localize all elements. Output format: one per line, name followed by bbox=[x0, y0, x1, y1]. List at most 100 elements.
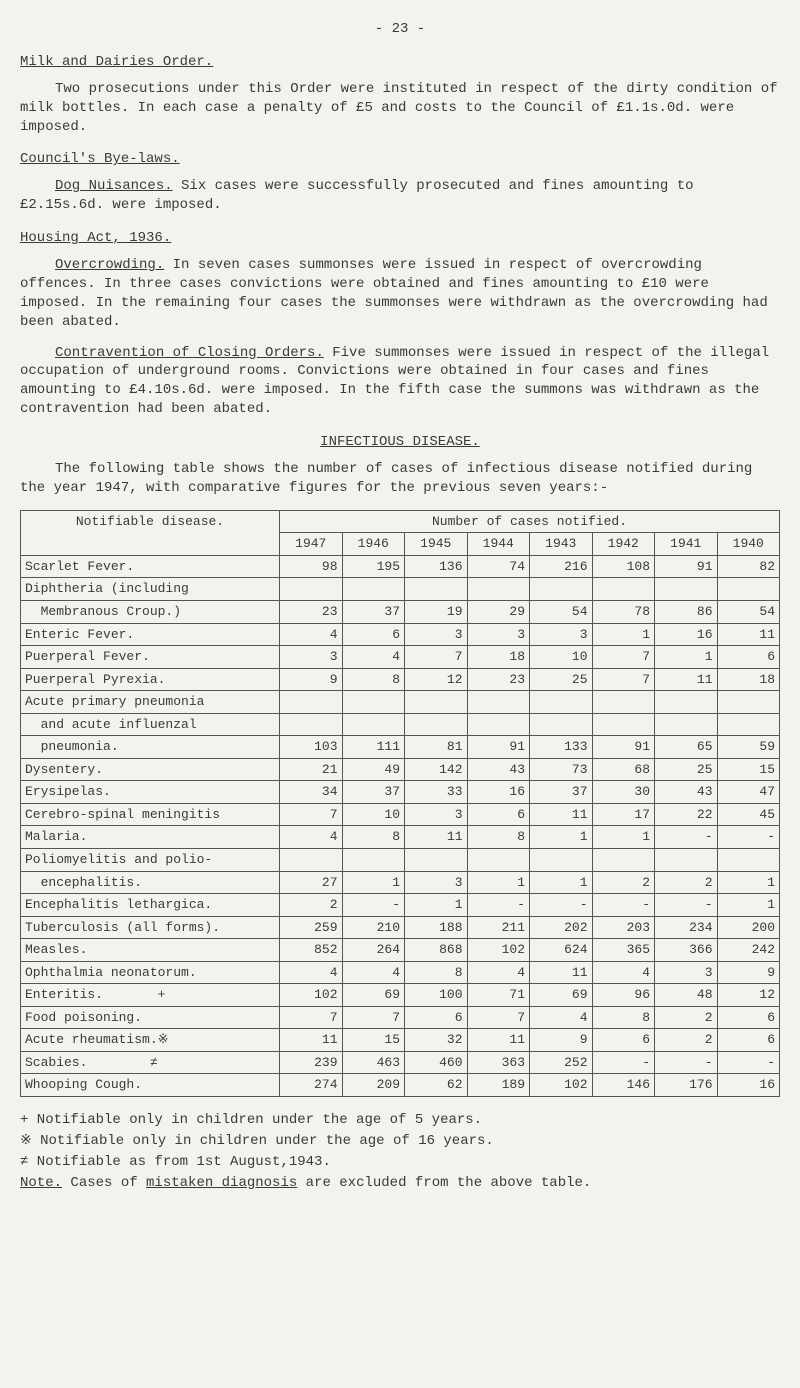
cell-value: 69 bbox=[342, 984, 405, 1007]
cell-value: 4 bbox=[342, 961, 405, 984]
cell-value: - bbox=[592, 1051, 655, 1074]
cell-value: 1 bbox=[717, 871, 780, 894]
cell-value: 59 bbox=[717, 736, 780, 759]
heading-housing-act: Housing Act, 1936. bbox=[20, 229, 780, 248]
cell-value: - bbox=[342, 894, 405, 917]
cell-value: 25 bbox=[655, 758, 718, 781]
table-row: and acute influenzal bbox=[21, 713, 780, 736]
cell-value: 102 bbox=[467, 939, 530, 962]
cell-value: 6 bbox=[592, 1029, 655, 1052]
col-header-span: Number of cases notified. bbox=[280, 510, 780, 533]
para-overcrowding: Overcrowding. In seven cases summonses w… bbox=[20, 256, 780, 332]
disease-table: Notifiable disease. Number of cases noti… bbox=[20, 510, 780, 1097]
runin-contravention: Contravention of Closing Orders. bbox=[55, 345, 324, 361]
cell-value bbox=[717, 691, 780, 714]
cell-value: 142 bbox=[405, 758, 468, 781]
table-row: Puerperal Pyrexia.9812232571118 bbox=[21, 668, 780, 691]
note-text: Cases of bbox=[62, 1175, 146, 1191]
row-label: Encephalitis lethargica. bbox=[21, 894, 280, 917]
cell-value: 43 bbox=[467, 758, 530, 781]
cell-value: 91 bbox=[467, 736, 530, 759]
cell-value: 29 bbox=[467, 601, 530, 624]
year-header: 1947 bbox=[280, 533, 343, 556]
table-row: Scarlet Fever.98195136742161089182 bbox=[21, 555, 780, 578]
cell-value: 1 bbox=[592, 826, 655, 849]
cell-value: 11 bbox=[280, 1029, 343, 1052]
note-underline: mistaken diagnosis bbox=[146, 1175, 297, 1191]
cell-value: 45 bbox=[717, 803, 780, 826]
cell-value: 189 bbox=[467, 1074, 530, 1097]
cell-value: 1 bbox=[467, 871, 530, 894]
cell-value: 12 bbox=[717, 984, 780, 1007]
footnote-2: ※ Notifiable only in children under the … bbox=[20, 1132, 780, 1151]
row-label: Acute primary pneumonia bbox=[21, 691, 280, 714]
cell-value: 18 bbox=[717, 668, 780, 691]
cell-value: 3 bbox=[405, 803, 468, 826]
cell-value bbox=[530, 578, 593, 601]
cell-value: 11 bbox=[530, 803, 593, 826]
table-row: Whooping Cough.2742096218910214617616 bbox=[21, 1074, 780, 1097]
table-row: pneumonia.1031118191133916559 bbox=[21, 736, 780, 759]
row-label: pneumonia. bbox=[21, 736, 280, 759]
row-label: Tuberculosis (all forms). bbox=[21, 916, 280, 939]
table-header-row-1: Notifiable disease. Number of cases noti… bbox=[21, 510, 780, 533]
footnote-1: + Notifiable only in children under the … bbox=[20, 1111, 780, 1130]
cell-value: 6 bbox=[717, 1006, 780, 1029]
cell-value: 43 bbox=[655, 781, 718, 804]
heading-milk-dairies: Milk and Dairies Order. bbox=[20, 53, 780, 72]
cell-value: 4 bbox=[280, 623, 343, 646]
cell-value: 11 bbox=[655, 668, 718, 691]
table-row: Enteritis. +102691007169964812 bbox=[21, 984, 780, 1007]
cell-value bbox=[280, 691, 343, 714]
cell-value: 49 bbox=[342, 758, 405, 781]
cell-value: 8 bbox=[342, 668, 405, 691]
cell-value: 9 bbox=[717, 961, 780, 984]
year-header: 1944 bbox=[467, 533, 530, 556]
cell-value: 21 bbox=[280, 758, 343, 781]
cell-value: - bbox=[592, 894, 655, 917]
cell-value: 1 bbox=[530, 826, 593, 849]
cell-value: 366 bbox=[655, 939, 718, 962]
cell-value: 82 bbox=[717, 555, 780, 578]
cell-value bbox=[280, 578, 343, 601]
cell-value bbox=[342, 849, 405, 872]
cell-value: 91 bbox=[655, 555, 718, 578]
cell-value: 71 bbox=[467, 984, 530, 1007]
cell-value: 7 bbox=[342, 1006, 405, 1029]
table-row: Acute primary pneumonia bbox=[21, 691, 780, 714]
cell-value: 7 bbox=[405, 646, 468, 669]
year-header: 1946 bbox=[342, 533, 405, 556]
cell-value: 27 bbox=[280, 871, 343, 894]
cell-value bbox=[405, 578, 468, 601]
runin-dog-nuisances: Dog Nuisances. bbox=[55, 178, 173, 194]
cell-value: 8 bbox=[467, 826, 530, 849]
cell-value bbox=[530, 713, 593, 736]
row-label: Malaria. bbox=[21, 826, 280, 849]
row-label: Enteritis. + bbox=[21, 984, 280, 1007]
cell-value: 176 bbox=[655, 1074, 718, 1097]
cell-value bbox=[530, 691, 593, 714]
cell-value: 6 bbox=[342, 623, 405, 646]
cell-value: 852 bbox=[280, 939, 343, 962]
cell-value: 1 bbox=[717, 894, 780, 917]
cell-value bbox=[405, 849, 468, 872]
cell-value: 102 bbox=[530, 1074, 593, 1097]
cell-value: 7 bbox=[280, 803, 343, 826]
cell-value: 9 bbox=[280, 668, 343, 691]
cell-value: 69 bbox=[530, 984, 593, 1007]
cell-value: - bbox=[717, 1051, 780, 1074]
cell-value: 11 bbox=[467, 1029, 530, 1052]
footnote-note: Note. Cases of mistaken diagnosis are ex… bbox=[20, 1174, 780, 1193]
cell-value: 34 bbox=[280, 781, 343, 804]
cell-value: 37 bbox=[530, 781, 593, 804]
cell-value: 259 bbox=[280, 916, 343, 939]
cell-value bbox=[467, 713, 530, 736]
cell-value: 239 bbox=[280, 1051, 343, 1074]
cell-value: 48 bbox=[655, 984, 718, 1007]
cell-value: 54 bbox=[530, 601, 593, 624]
cell-value: 17 bbox=[592, 803, 655, 826]
cell-value: 11 bbox=[405, 826, 468, 849]
para-infectious-intro: The following table shows the number of … bbox=[20, 460, 780, 498]
heading-bye-laws: Council's Bye-laws. bbox=[20, 150, 780, 169]
cell-value: 33 bbox=[405, 781, 468, 804]
